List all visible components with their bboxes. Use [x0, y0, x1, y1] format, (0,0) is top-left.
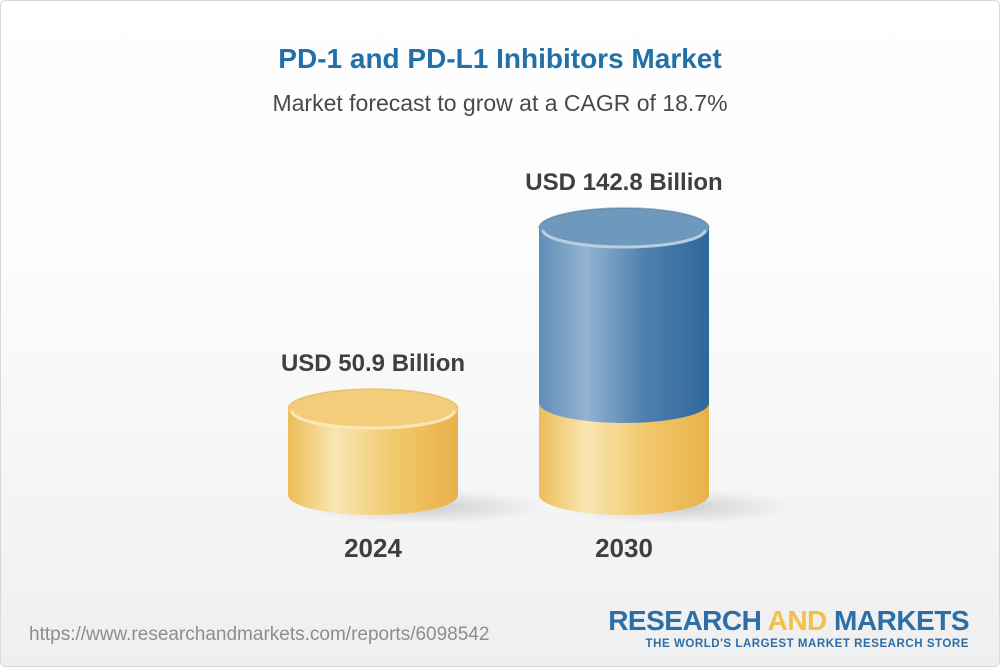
- value-label-2024: USD 50.9 Billion: [281, 350, 465, 377]
- research-and-markets-logo: RESEARCH AND MARKETS THE WORLD'S LARGEST…: [608, 604, 969, 651]
- year-label-2024: 2024: [344, 533, 402, 563]
- gold-cylinder-segment: [539, 403, 709, 515]
- cylinder-cap: [288, 389, 458, 429]
- bar-2024: USD 50.9 Billion 2024: [281, 350, 545, 563]
- year-label-2030: 2030: [595, 533, 653, 563]
- logo-word-markets: MARKETS: [834, 604, 969, 636]
- logo-wordmark: RESEARCH AND MARKETS: [608, 604, 969, 636]
- source-url: https://www.researchandmarkets.com/repor…: [29, 624, 490, 645]
- bar-2030: USD 142.8 Billion 2030: [525, 169, 796, 563]
- gold-cylinder-segment: [288, 409, 458, 515]
- cap-front-rim-highlight: [290, 410, 456, 430]
- cap-front-rim-highlight: [541, 229, 707, 249]
- cap-back-rim: [538, 207, 710, 229]
- chart-header: PD-1 and PD-L1 Inhibitors Market Market …: [1, 1, 999, 117]
- cap-back-rim: [287, 388, 459, 410]
- cylinder-cap: [539, 208, 709, 248]
- footer: https://www.researchandmarkets.com/repor…: [1, 604, 999, 667]
- blue-cylinder-segment: [539, 228, 709, 423]
- value-label-2030: USD 142.8 Billion: [525, 169, 722, 196]
- logo-word-and: AND: [767, 604, 828, 636]
- logo-tagline: THE WORLD'S LARGEST MARKET RESEARCH STOR…: [645, 637, 969, 650]
- chart-subtitle: Market forecast to grow at a CAGR of 18.…: [272, 90, 728, 116]
- logo-word-research: RESEARCH: [608, 604, 762, 636]
- chart-title: PD-1 and PD-L1 Inhibitors Market: [278, 43, 722, 74]
